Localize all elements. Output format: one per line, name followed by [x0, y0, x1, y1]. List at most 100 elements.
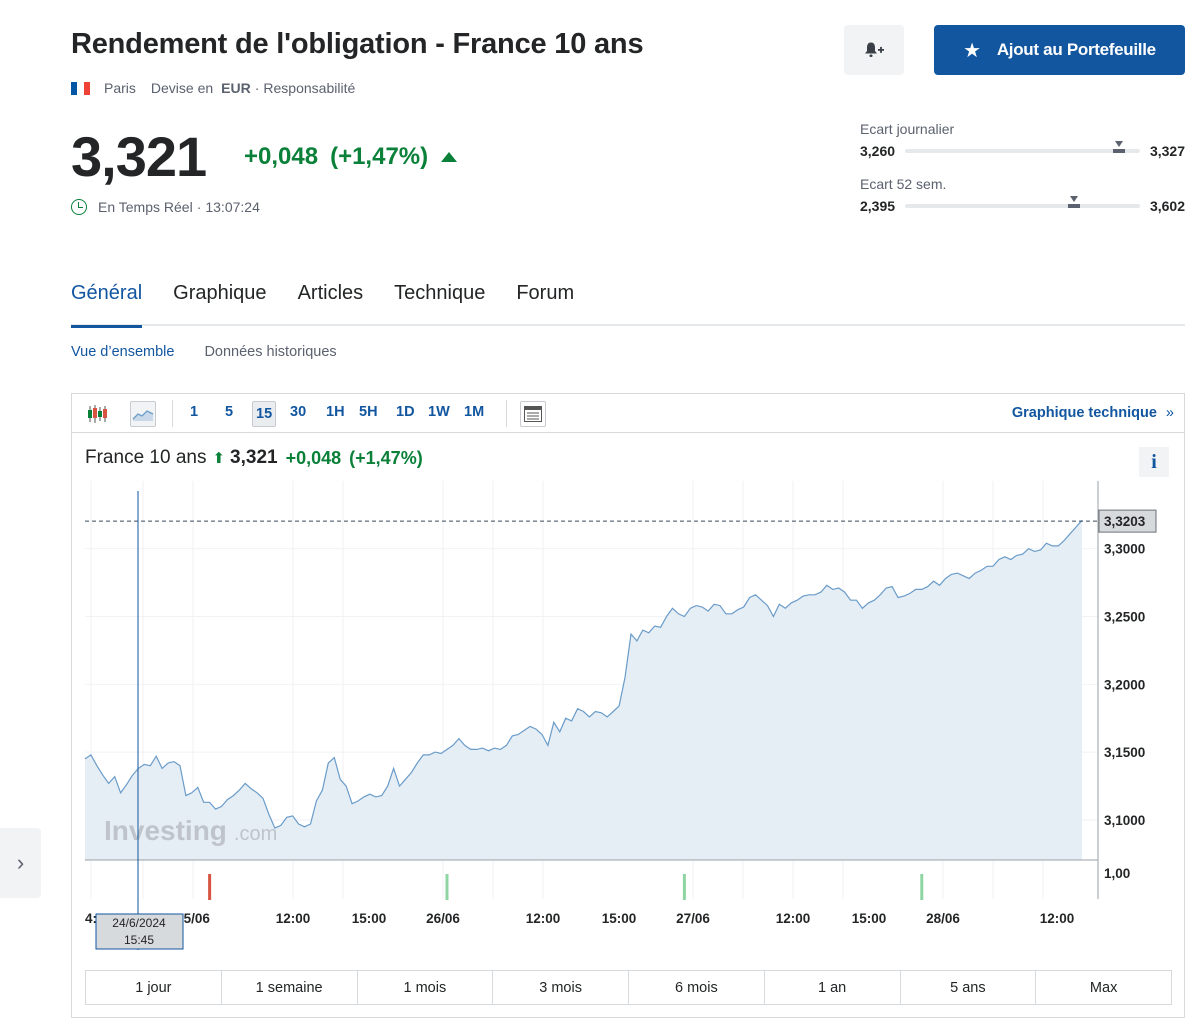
legend-change-percent: (+1,47%): [349, 447, 423, 468]
daily-range-bar: [905, 141, 1140, 153]
legend-change: +0,048: [285, 447, 342, 468]
legend-value: 3,321: [230, 447, 278, 468]
period-5-years[interactable]: 5 ans: [901, 971, 1037, 1004]
area-chart-icon: [132, 410, 154, 421]
disclaimer-link[interactable]: Responsabilité: [263, 80, 356, 96]
volume-bar: [682, 874, 686, 900]
week52-range: Ecart 52 sem. 2,395 3,602: [860, 176, 1185, 214]
price-chart[interactable]: Investing .com 3,3203 3,3000 3,2500 3,2000 3,1…: [72, 394, 1184, 969]
tab-general[interactable]: Général: [71, 280, 143, 328]
period-1-year[interactable]: 1 an: [765, 971, 901, 1004]
legend-instrument: France 10 ans: [85, 447, 207, 468]
chevron-right-icon: ›: [16, 850, 25, 875]
candlestick-icon: [88, 405, 107, 423]
create-alert-button[interactable]: [844, 25, 904, 75]
realtime-label: En Temps Réel: [98, 199, 193, 215]
y-tick-label: 3,3000: [1104, 542, 1145, 557]
price-area-fill: [85, 520, 1082, 860]
interval-15[interactable]: 15: [252, 401, 277, 427]
x-tick-label: 12:00: [1040, 911, 1075, 926]
currency-label: Devise en: [150, 80, 214, 96]
currency-code: EUR: [221, 80, 251, 96]
x-tick-label: 28/06: [926, 911, 960, 926]
period-1-day[interactable]: 1 jour: [86, 971, 222, 1004]
interval-30[interactable]: 30: [290, 404, 307, 420]
week52-range-bar: [905, 196, 1140, 208]
up-arrow-icon: ⬆: [212, 450, 226, 467]
side-panel-toggle[interactable]: ›: [0, 828, 41, 898]
last-price-tag: [1098, 509, 1157, 533]
x-tick-label: 25/06: [176, 911, 210, 926]
interval-1[interactable]: 1: [190, 404, 199, 420]
daily-range-fill: [1112, 149, 1125, 153]
subtab-overview[interactable]: Vue d’ensemble: [71, 344, 175, 360]
instrument-meta: Paris Devise en EUR · Responsabilité: [71, 80, 355, 96]
toolbar-divider: [506, 400, 507, 427]
tab-forum[interactable]: Forum: [516, 282, 575, 304]
interval-1h[interactable]: 1H: [326, 404, 345, 420]
investing-logo-suffix: .com: [234, 823, 277, 845]
daily-range-marker: [1114, 141, 1123, 147]
exchange-location: Paris: [104, 80, 136, 96]
period-1-month[interactable]: 1 mois: [358, 971, 494, 1004]
daily-range: Ecart journalier 3,260 3,327: [860, 121, 1185, 159]
x-tick-label: 12:00: [276, 911, 311, 926]
volume-tick-label: 1,00: [1104, 866, 1130, 881]
tab-technique[interactable]: Technique: [394, 282, 486, 304]
week52-range-low: 2,395: [860, 198, 896, 214]
last-price: 3,321: [71, 125, 207, 188]
daily-range-label: Ecart journalier: [860, 121, 955, 137]
area-chart-button[interactable]: [130, 401, 156, 427]
week52-range-marker: [1070, 196, 1079, 202]
x-tick-label: 4:: [85, 911, 97, 926]
y-tick-label: 3,1000: [1104, 813, 1145, 828]
star-icon: ★: [963, 39, 981, 62]
toolbar-divider: [172, 400, 173, 427]
double-chevron-icon: »: [1165, 405, 1174, 421]
interval-1w[interactable]: 1W: [428, 404, 450, 420]
price-line: [84, 519, 1083, 829]
up-arrow-icon: [441, 152, 458, 162]
interval-1d[interactable]: 1D: [396, 404, 415, 420]
add-to-portfolio-button[interactable]: ★ Ajout au Portefeuille: [934, 25, 1185, 75]
interval-5[interactable]: 5: [225, 404, 234, 420]
chart-widget: 1 5 15 30 1H 5H 1D 1W 1M Graphique techn…: [71, 393, 1185, 1018]
period-3-months[interactable]: 3 mois: [493, 971, 629, 1004]
period-6-months[interactable]: 6 mois: [629, 971, 765, 1004]
quote-time: 13:07:24: [205, 199, 260, 215]
last-price-label: 3,3203: [1104, 514, 1146, 529]
realtime-status: En Temps Réel · 13:07:24: [71, 199, 260, 215]
week52-range-fill: [1068, 204, 1081, 208]
clock-icon: [71, 199, 87, 215]
week52-range-label: Ecart 52 sem.: [860, 176, 947, 192]
period-1-week[interactable]: 1 semaine: [222, 971, 358, 1004]
technical-chart-link[interactable]: Graphique technique »: [1012, 405, 1174, 421]
realtime-separator: ·: [196, 199, 202, 215]
volume-bar: [208, 874, 212, 900]
tab-graphique[interactable]: Graphique: [173, 282, 267, 304]
change-value: +0,048: [244, 143, 319, 170]
x-tick-label: 15:00: [352, 911, 387, 926]
table-view-button[interactable]: [520, 401, 546, 427]
info-icon[interactable]: i: [1139, 447, 1169, 477]
y-tick-label: 3,2500: [1104, 609, 1145, 624]
tab-articles[interactable]: Articles: [297, 282, 364, 304]
x-tick-label: 15:00: [602, 911, 637, 926]
x-tick-label: 27/06: [676, 911, 710, 926]
daily-range-high: 3,327: [1149, 143, 1185, 159]
period-max[interactable]: Max: [1089, 979, 1118, 996]
chart-legend: France 10 ans ⬆ 3,321 +0,048 (+1,47%): [85, 447, 423, 469]
y-tick-label: 3,1500: [1104, 745, 1145, 760]
y-tick-label: 3,2000: [1104, 677, 1145, 692]
interval-5h[interactable]: 5H: [359, 404, 378, 420]
page-title: Rendement de l'obligation - France 10 an…: [71, 28, 644, 60]
interval-1m[interactable]: 1M: [464, 404, 485, 420]
x-tick-label: 12:00: [526, 911, 561, 926]
candlestick-chart-button[interactable]: [84, 401, 110, 427]
france-flag-icon: [71, 81, 90, 95]
daily-range-low: 3,260: [860, 143, 896, 159]
chart-toolbar: 1 5 15 30 1H 5H 1D 1W 1M Graphique techn…: [72, 394, 1184, 433]
crosshair-tooltip: [95, 913, 184, 950]
x-tick-label: 26/06: [426, 911, 460, 926]
subtab-historical-data[interactable]: Données historiques: [204, 344, 337, 360]
